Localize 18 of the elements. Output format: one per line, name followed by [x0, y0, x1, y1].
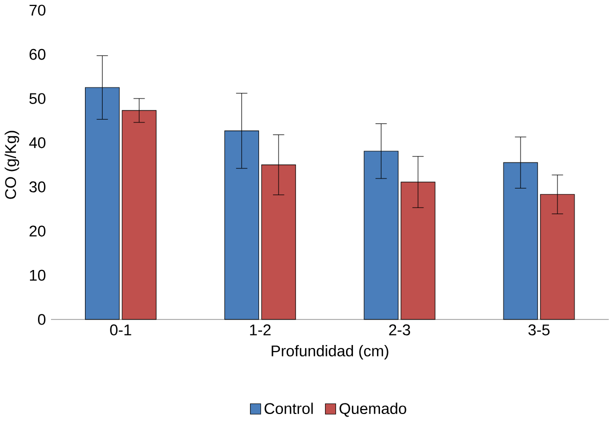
- x-tick-label: 0-1: [110, 324, 132, 336]
- y-tick-label: 10: [30, 270, 46, 281]
- x-tick-label: 2-3: [389, 324, 410, 336]
- x-axis-title: Profundidad (cm): [272, 345, 388, 360]
- y-tick-label: 0: [38, 314, 46, 326]
- y-tick-label: 20: [30, 226, 46, 237]
- y-tick-label: 50: [29, 93, 46, 104]
- x-tick-label: 1-2: [250, 324, 271, 336]
- y-axis-title: CO (g/Kg): [4, 131, 20, 200]
- y-tick-label: 40: [29, 137, 46, 148]
- y-tick-label: 70: [30, 4, 46, 16]
- legend-label: Control: [264, 402, 313, 414]
- bar: [503, 162, 538, 320]
- x-tick-label: 3-5: [528, 324, 550, 336]
- legend-label: Quemado: [340, 402, 406, 417]
- bar: [364, 150, 398, 320]
- y-tick-label: 60: [30, 49, 46, 60]
- y-tick-label: 30: [29, 182, 46, 193]
